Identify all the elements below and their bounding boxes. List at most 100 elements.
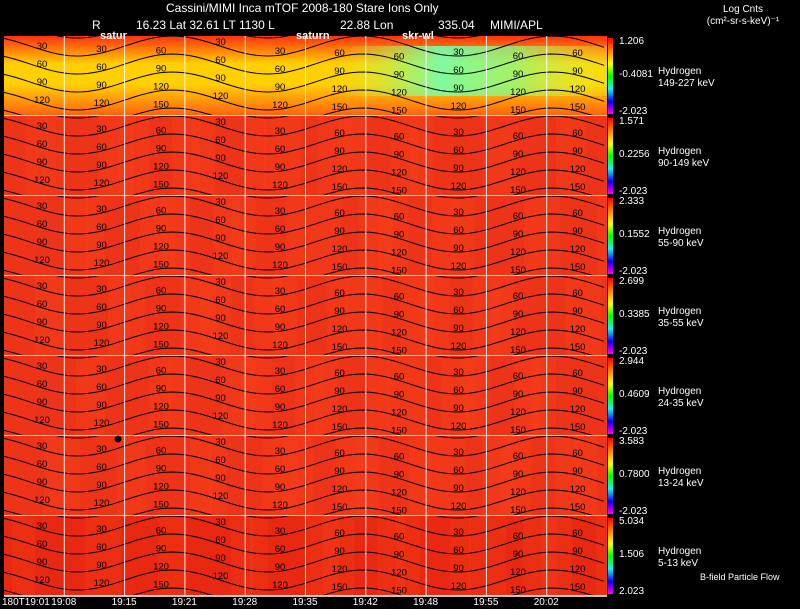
contour-label: 90 [453,403,464,414]
texture-stripe [44,436,80,516]
contour-label: 120 [213,491,229,502]
contour-label: 120 [94,178,110,189]
position-readout: 16.23 Lat 32.61 LT 1130 L [136,18,275,32]
contour-label: 60 [513,451,524,462]
contour-label: 120 [34,95,50,106]
energy-range: 13-24 keV [658,478,704,489]
contour-label: 120 [451,101,467,112]
r-label: R [92,18,101,32]
colorbar-label-cb_mid: 0.4609 [619,389,650,400]
contour-label: 60 [215,295,226,306]
contour-label: 60 [394,211,405,222]
contour-label: 150 [510,505,526,516]
contour-label: 90 [334,466,345,477]
texture-stripe [396,516,420,596]
contour-label: 150 [153,580,169,591]
contour-label: 150 [332,502,348,513]
colorbar-label-cb_max: 1.571 [619,116,645,127]
time-tick-label: 19:15 [111,597,137,608]
contour-label: 90 [215,73,226,84]
contour-label: 120 [94,498,110,509]
contour-label: 120 [451,181,467,192]
contour-label: 60 [334,48,345,59]
texture-stripe [492,276,515,356]
contour-label: 30 [275,126,286,137]
contour-label: 30 [37,521,48,532]
contour-label: 90 [96,560,107,571]
contour-label: 60 [275,464,286,475]
contour-label: 90 [453,563,464,574]
contour-label: 90 [96,240,107,251]
species-name: Hydrogen [658,466,702,477]
contour-label: 90 [215,233,226,244]
texture-stripe [232,196,256,276]
colorbar-label-cb_min: 2.023 [619,586,645,597]
contour-label: 30 [215,277,226,288]
contour-label: 120 [213,251,229,262]
legend-units: (cm²-sr-s-keV)⁻¹ [706,16,780,27]
species-name: Hydrogen [658,146,702,157]
time-tick-label: 19:08 [51,597,77,608]
contour-label: 90 [513,229,524,240]
contour-line [4,293,605,315]
texture-stripe [231,516,253,596]
contour-label: 150 [391,265,407,276]
contour-label: 120 [94,578,110,589]
contour-label: 120 [153,82,169,93]
contour-label: 60 [37,459,48,470]
contour-label: 60 [215,375,226,386]
contour-label: 120 [391,567,407,578]
contour-label: 90 [156,384,167,395]
time-tick-label: 180T19:01 [2,597,50,608]
panel-energy-label: Hydrogen 35-55 keV [658,306,704,330]
texture-stripe [378,196,408,276]
contour-label: 120 [570,324,586,335]
contour-label: 60 [275,224,286,235]
colorbar-label-cb_mid: 0.7800 [619,469,650,480]
contour-line [4,489,605,511]
contour-label: 90 [215,153,226,164]
time-tick-label: 19:21 [171,597,197,608]
colorbar [608,38,613,114]
colorbar-label-cb_max: 2.699 [619,276,645,287]
contour-label: 120 [332,404,348,415]
contour-label: 60 [156,286,167,297]
contour-label: 150 [332,342,348,353]
contour-label: 60 [37,539,48,550]
colorbar [608,118,613,194]
contour-label: 30 [215,357,226,368]
contour-label: 120 [391,407,407,418]
contour-label: 120 [391,247,407,258]
contour-label: 90 [37,77,48,88]
contour-label: 30 [453,527,464,538]
panel-energy-label: Hydrogen 13-24 keV [658,466,704,490]
contour-line [4,533,605,555]
time-tick-label: 19:28 [232,597,258,608]
contour-label: 120 [272,500,288,511]
contour-label: 120 [213,411,229,422]
contour-label: 120 [391,487,407,498]
species-name: Hydrogen [658,226,702,237]
contour-label: 150 [570,582,586,593]
contour-label: 150 [332,582,348,593]
contour-label: 120 [153,482,169,493]
contour-label: 120 [570,484,586,495]
contour-line [4,373,605,395]
colorbar-label-cb_min: -2.023 [619,426,648,437]
contour-label: 120 [570,84,586,95]
texture-stripe [12,516,35,596]
species-name: Hydrogen [658,306,702,317]
contour-label: 90 [215,393,226,404]
contour-label: 60 [37,219,48,230]
colorbar-label-cb_mid: 0.1552 [619,229,650,240]
contour-label: 60 [572,288,583,299]
contour-label: 150 [391,105,407,116]
texture-stripe [264,116,301,196]
contour-label: 30 [96,444,107,455]
contour-label: 30 [96,524,107,535]
contour-label: 90 [453,163,464,174]
contour-label: 90 [156,144,167,155]
contour-line [4,53,605,75]
contour-label: 120 [332,84,348,95]
contour-line [4,436,605,457]
